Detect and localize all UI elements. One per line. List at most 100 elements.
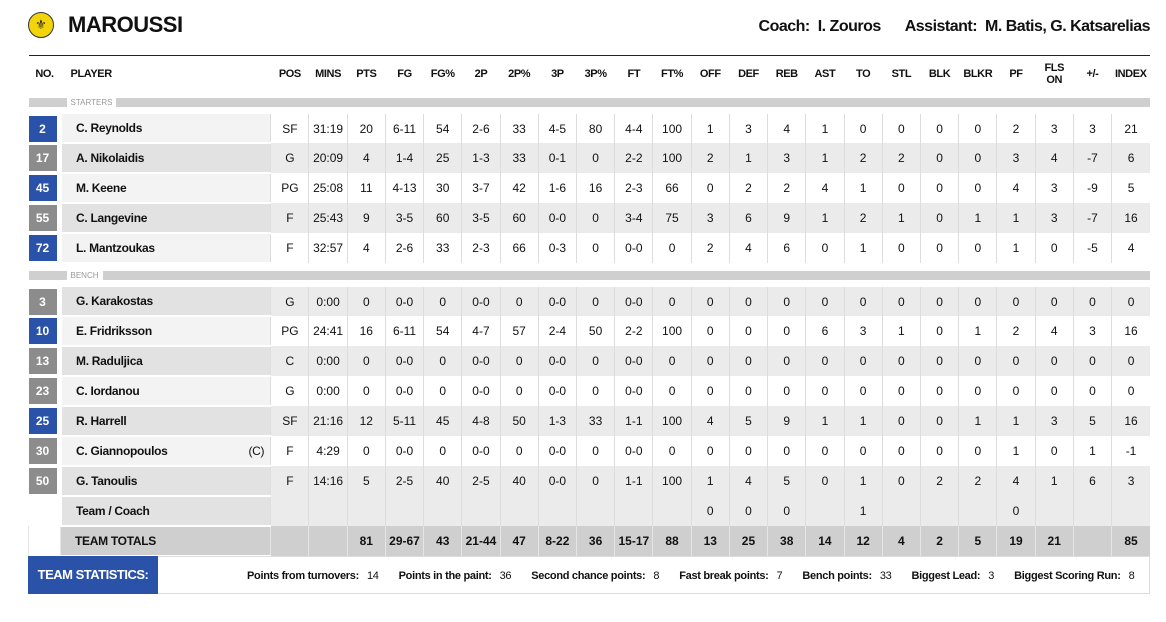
player-name[interactable]: C. Langevine	[59, 203, 271, 234]
stat-fls-on: 4	[1034, 316, 1074, 346]
stat-3p-: 16	[575, 173, 615, 203]
stat-stl: 1	[881, 316, 921, 346]
stat-stl: 0	[881, 173, 921, 203]
stat-fg: 2-5	[384, 466, 424, 496]
player-row[interactable]: 17 A. Nikolaidis G 20:09 4 1-4 25 1-3 33 0-1 0 2-2 1…	[28, 143, 1150, 174]
player-name[interactable]: E. Fridriksson	[59, 316, 271, 347]
player-name[interactable]: Team / Coach	[59, 496, 271, 527]
team-stat-item: Points in the paint: 36	[399, 570, 512, 582]
stat-fg-: 0	[423, 436, 462, 466]
column-header-fg-[interactable]: FG%	[423, 55, 462, 91]
column-header-ft[interactable]: FT	[614, 55, 653, 91]
player-number-badge: 2	[28, 115, 57, 142]
stat--: -5	[1072, 233, 1112, 263]
stat-blkr: 0	[958, 287, 997, 316]
assistant-label: Assistant:	[904, 18, 978, 35]
column-header-pts[interactable]: PTS	[347, 55, 386, 91]
player-name[interactable]: A. Nikolaidis	[59, 143, 271, 174]
column-header-def[interactable]: DEF	[729, 55, 768, 91]
column-header-ast[interactable]: AST	[805, 55, 845, 91]
column-header-no-[interactable]: NO.	[28, 55, 61, 91]
column-header-ft-[interactable]: FT%	[652, 55, 692, 91]
player-name[interactable]: G. Karakostas	[59, 287, 271, 317]
column-header-fg[interactable]: FG	[385, 55, 424, 91]
spacer	[29, 263, 1151, 271]
spacer	[29, 280, 1151, 287]
stat-ast: 1	[805, 406, 845, 436]
stat-3p: 0-1	[537, 143, 577, 173]
player-number-cell	[28, 496, 61, 526]
column-header-3p-[interactable]: 3P%	[576, 55, 615, 91]
column-header-pf[interactable]: PF	[996, 55, 1036, 91]
player-name[interactable]: R. Harrell	[59, 406, 271, 437]
stat--: -7	[1072, 143, 1112, 173]
player-row[interactable]: 30 C. Giannopoulos (C) F 4:29 0 0-0 0 0-0 0 0-0 0 0-…	[28, 436, 1150, 467]
player-row[interactable]: 23 C. Iordanou G 0:00 0 0-0 0 0-0 0 0-0 0 0-0 0 0 0 0 0 0…	[28, 376, 1150, 407]
player-row[interactable]: 3 G. Karakostas G 0:00 0 0-0 0 0-0 0 0-0 0 0-0 0 0 0 0 0…	[28, 287, 1150, 317]
player-name[interactable]: TEAM TOTALS	[60, 526, 271, 557]
player-name-text: M. Keene	[76, 181, 127, 195]
stat-ft-	[652, 496, 692, 526]
player-name[interactable]: C. Iordanou	[59, 376, 271, 407]
column-header-to[interactable]: TO	[844, 55, 883, 91]
player-row[interactable]: 2 C. Reynolds SF 31:19 20 6-11 54 2-6 33 4-5 80 4-4…	[28, 114, 1150, 144]
stat-mins: 25:43	[308, 203, 348, 233]
stat-ft: 1-1	[614, 406, 653, 436]
column-header-2p[interactable]: 2P	[461, 55, 501, 91]
stat-pf: 19	[996, 526, 1036, 556]
stat-reb: 3	[767, 143, 806, 173]
player-row[interactable]: 10 E. Fridriksson PG 24:41 16 6-11 54 4-7 57 2-4 5…	[28, 316, 1150, 347]
stat--: 0	[1072, 376, 1112, 406]
player-number-cell: 2	[28, 114, 61, 143]
stat-fg: 2-6	[384, 233, 424, 263]
column-header-index[interactable]: INDEX	[1111, 55, 1150, 91]
player-number-cell: 72	[28, 233, 61, 263]
stat-mins: 31:19	[308, 114, 348, 143]
stat-fg: 0-0	[384, 436, 424, 466]
player-row[interactable]: 25 R. Harrell SF 21:16 12 5-11 45 4-8 50 1-3 33 1-1…	[28, 406, 1150, 437]
stat-stl: 0	[881, 406, 921, 436]
column-header-2p-[interactable]: 2P%	[500, 55, 539, 91]
stat-ft	[614, 496, 653, 526]
player-name[interactable]: L. Mantzoukas	[59, 233, 271, 264]
player-row[interactable]: 72 L. Mantzoukas F 32:57 4 2-6 33 2-3 66 0-3 0 0-0 0…	[28, 233, 1150, 264]
player-name-text: M. Raduljica	[76, 354, 143, 368]
stat-ast: 6	[805, 316, 845, 346]
column-header-player[interactable]: PLAYER	[60, 55, 271, 91]
stat-to: 0	[843, 376, 883, 406]
player-name[interactable]: C. Giannopoulos (C)	[59, 436, 271, 467]
player-row[interactable]: 50 G. Tanoulis F 14:16 5 2-5 40 2-5 40 0-0 0 1-1 100…	[28, 466, 1150, 497]
player-name[interactable]: M. Raduljica	[59, 346, 271, 377]
player-row[interactable]: 55 C. Langevine F 25:43 9 3-5 60 3-5 60 0-0 0 3-4 75…	[28, 203, 1150, 234]
column-header-blkr[interactable]: BLKR	[958, 55, 997, 91]
stat-def: 4	[728, 466, 768, 496]
player-name[interactable]: G. Tanoulis	[59, 466, 271, 497]
stat-off: 0	[690, 436, 730, 466]
column-header-reb[interactable]: REB	[767, 55, 806, 91]
stat-stl: 0	[881, 346, 921, 376]
column-header-3p[interactable]: 3P	[538, 55, 577, 91]
stat-index: 6	[1111, 143, 1150, 173]
totals-row[interactable]: TEAM TOTALS 81 29-67 43 21-44 47 8-22 36 15-17 88…	[27, 526, 1150, 557]
player-row[interactable]: 45 M. Keene PG 25:08 11 4-13 30 3-7 42 1-6 16 2-3 66…	[28, 173, 1150, 204]
stat-2p: 4-7	[461, 316, 501, 346]
player-name[interactable]: C. Reynolds	[59, 114, 271, 144]
column-header-mins[interactable]: MINS	[308, 55, 348, 91]
column-header-pos[interactable]: POS	[270, 55, 309, 91]
column-header-blk[interactable]: BLK	[920, 55, 959, 91]
stat--: 0	[1072, 287, 1112, 316]
stat-blk	[919, 496, 959, 526]
player-row[interactable]: Team / Coach 0 0 0 1 0	[28, 496, 1150, 527]
column-header-fls-on[interactable]: FLS ON	[1035, 55, 1074, 91]
stat-2p-: 0	[499, 346, 539, 376]
player-name[interactable]: M. Keene	[59, 173, 271, 204]
player-row[interactable]: 13 M. Raduljica C 0:00 0 0-0 0 0-0 0 0-0 0 0-0 0 0 0 0 0…	[28, 346, 1150, 377]
column-header-stl[interactable]: STL	[882, 55, 921, 91]
team-stat-value: 8	[1128, 570, 1135, 582]
player-number-badge: 25	[28, 408, 57, 434]
stat-def: 4	[728, 233, 768, 263]
column-header--[interactable]: +/-	[1073, 55, 1112, 91]
column-header-off[interactable]: OFF	[691, 55, 730, 91]
player-number-badge: 17	[28, 145, 57, 171]
stat-3p-: 36	[575, 526, 615, 556]
